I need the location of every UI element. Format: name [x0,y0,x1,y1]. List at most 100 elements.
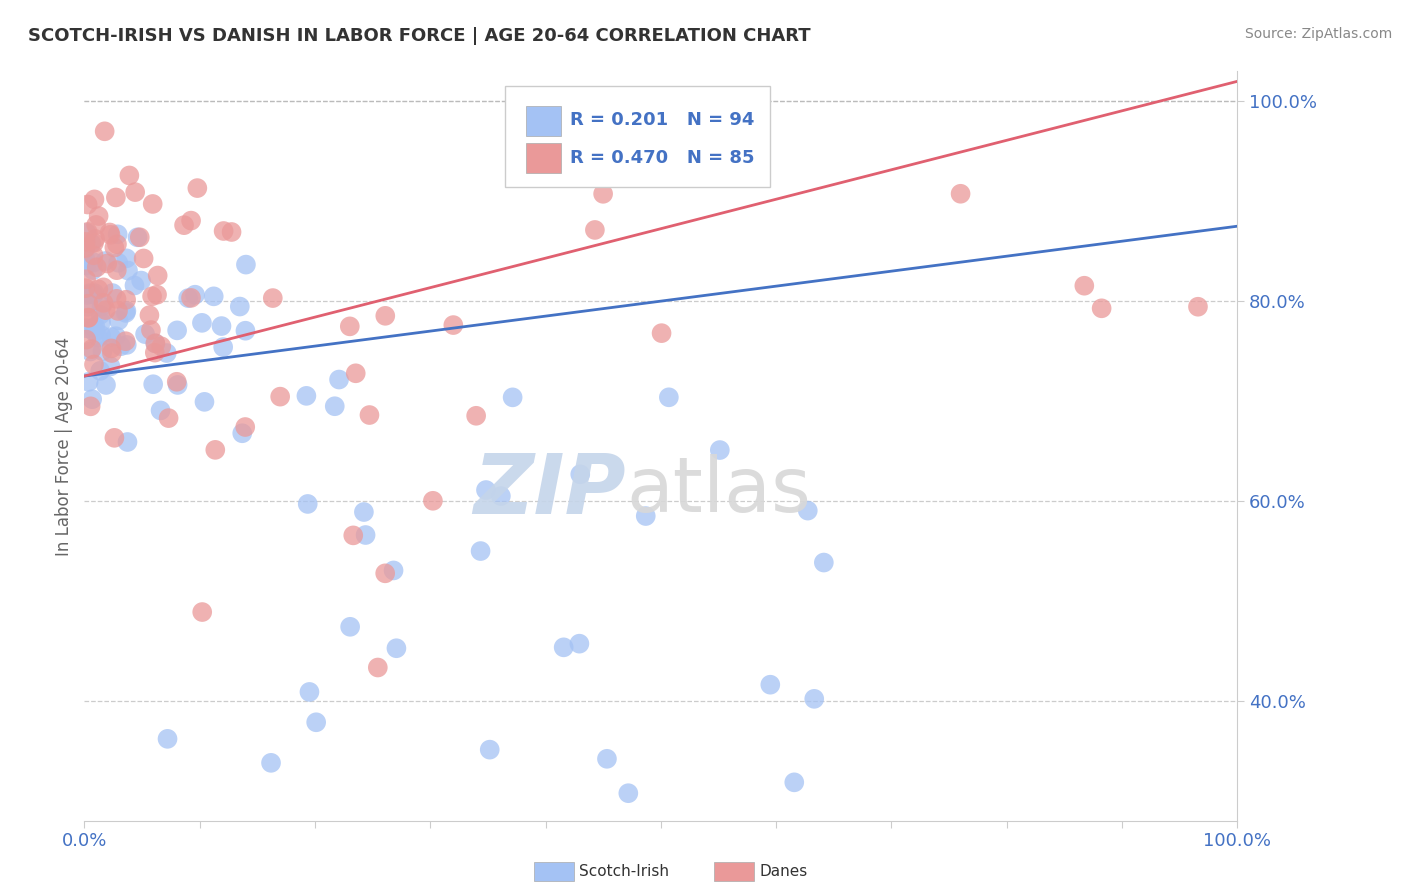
Point [385,641,408,656]
Point [233,420,256,434]
Point [128,230,150,244]
Point [101,286,124,301]
Point [339,319,361,334]
Point [107,304,129,318]
Point [422,493,444,508]
Point [191,605,214,619]
Point [105,292,128,306]
Point [212,224,235,238]
Point [633,145,655,160]
FancyBboxPatch shape [526,106,561,136]
Point [553,640,575,655]
Point [82,287,104,301]
Point [83,325,105,339]
Point [212,340,235,354]
Point [141,289,163,303]
Point [149,403,172,417]
Point [110,339,132,353]
Point [949,186,972,201]
Point [90,299,112,313]
Point [104,329,127,343]
Point [709,443,731,458]
Point [305,715,328,730]
Text: ZIP: ZIP [474,450,626,532]
Point [541,155,564,169]
Point [105,237,128,252]
Point [617,786,640,800]
Point [658,390,681,404]
Point [262,291,284,305]
Point [367,660,389,674]
Text: Scotch-Irish: Scotch-Irish [579,864,669,879]
Point [84,319,107,334]
Point [107,227,129,242]
Point [117,435,139,450]
Point [107,313,129,327]
Point [76,300,98,314]
Point [114,306,136,320]
Point [114,334,136,349]
Point [583,223,606,237]
Point [354,528,377,542]
Text: R = 0.201   N = 94: R = 0.201 N = 94 [569,112,754,129]
Point [86,260,108,275]
Point [87,282,110,296]
Point [94,303,117,318]
Point [173,218,195,232]
Point [118,169,141,183]
Point [156,346,179,360]
Point [651,326,673,340]
Point [186,181,208,195]
Point [139,323,162,337]
Point [80,342,103,356]
Point [101,346,124,360]
Point [193,395,215,409]
Point [89,364,111,378]
Point [295,389,318,403]
Point [100,359,122,374]
Point [76,288,98,302]
Point [465,409,488,423]
Point [221,225,243,239]
Point [87,330,110,344]
Point [138,308,160,322]
Point [107,256,129,270]
Point [94,254,117,268]
Text: SCOTCH-IRISH VS DANISH IN LABOR FORCE | AGE 20-64 CORRELATION CHART: SCOTCH-IRISH VS DANISH IN LABOR FORCE | … [28,27,811,45]
FancyBboxPatch shape [526,143,561,172]
Point [166,375,188,389]
Point [143,336,166,351]
Point [134,327,156,342]
Text: Source: ZipAtlas.com: Source: ZipAtlas.com [1244,27,1392,41]
Point [83,193,105,207]
Point [353,505,375,519]
Point [83,358,105,372]
Point [231,426,253,441]
Point [115,304,138,318]
Point [98,226,121,240]
Point [83,286,105,301]
Point [503,162,526,177]
Point [115,252,138,266]
Point [374,309,396,323]
Point [143,345,166,359]
Point [76,321,98,335]
Point [87,209,110,223]
Point [813,556,835,570]
Point [145,336,167,351]
Point [470,544,492,558]
Point [204,442,226,457]
Point [235,258,257,272]
Point [1073,278,1095,293]
Point [150,339,173,353]
Point [75,333,97,347]
Point [83,255,105,269]
Point [77,296,100,310]
Point [79,344,101,359]
Point [156,731,179,746]
Point [1091,301,1114,316]
Point [359,408,381,422]
FancyBboxPatch shape [505,87,770,187]
Point [84,232,107,246]
Point [569,467,592,482]
